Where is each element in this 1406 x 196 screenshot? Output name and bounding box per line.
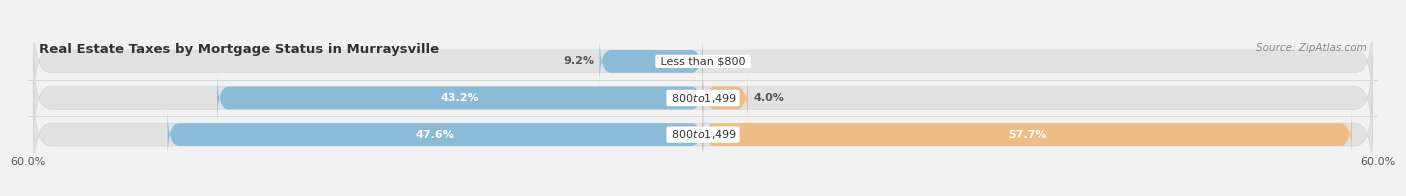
FancyBboxPatch shape [167, 109, 703, 160]
Text: Source: ZipAtlas.com: Source: ZipAtlas.com [1257, 43, 1367, 53]
Text: 47.6%: 47.6% [416, 130, 454, 140]
Text: 57.7%: 57.7% [1008, 130, 1046, 140]
FancyBboxPatch shape [217, 73, 703, 123]
FancyBboxPatch shape [34, 91, 1372, 178]
Text: 0.0%: 0.0% [714, 56, 745, 66]
FancyBboxPatch shape [703, 109, 1353, 160]
Text: 4.0%: 4.0% [754, 93, 785, 103]
Text: 9.2%: 9.2% [562, 56, 593, 66]
Text: Less than $800: Less than $800 [657, 56, 749, 66]
FancyBboxPatch shape [34, 18, 1372, 105]
FancyBboxPatch shape [599, 36, 703, 87]
FancyBboxPatch shape [703, 73, 748, 123]
Text: $800 to $1,499: $800 to $1,499 [668, 92, 738, 104]
FancyBboxPatch shape [34, 54, 1372, 142]
Text: Real Estate Taxes by Mortgage Status in Murraysville: Real Estate Taxes by Mortgage Status in … [39, 43, 439, 56]
Text: $800 to $1,499: $800 to $1,499 [668, 128, 738, 141]
Text: 43.2%: 43.2% [440, 93, 479, 103]
